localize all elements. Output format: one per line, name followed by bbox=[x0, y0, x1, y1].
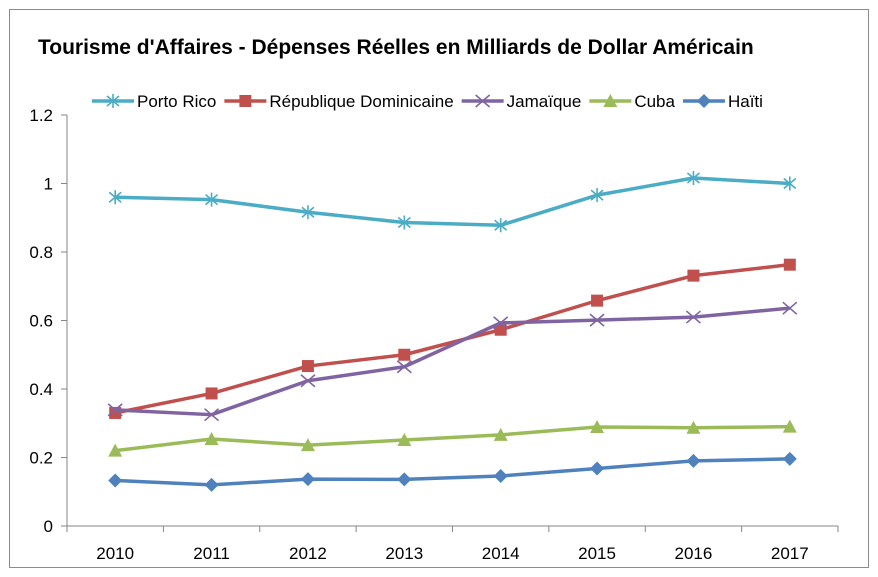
x-tick-label: 2014 bbox=[482, 544, 520, 563]
legend-marker bbox=[603, 94, 618, 107]
data-point bbox=[782, 301, 798, 315]
y-tick-label: 0 bbox=[44, 517, 53, 536]
data-point bbox=[686, 453, 701, 468]
data-point bbox=[589, 313, 605, 327]
data-point bbox=[205, 192, 219, 207]
data-point bbox=[687, 269, 700, 282]
data-point bbox=[397, 433, 412, 447]
x-tick-label: 2012 bbox=[289, 544, 327, 563]
legend-item: République Dominicaine bbox=[224, 92, 454, 111]
series-line bbox=[115, 306, 790, 417]
data-point bbox=[591, 294, 604, 307]
data-point bbox=[397, 472, 412, 487]
data-point bbox=[107, 403, 123, 417]
y-tick-label: 0.6 bbox=[29, 312, 53, 331]
legend-label: Haïti bbox=[728, 92, 763, 111]
series-1 bbox=[109, 258, 796, 419]
data-point bbox=[590, 461, 605, 476]
data-point bbox=[398, 348, 411, 361]
data-point bbox=[686, 420, 701, 434]
data-point bbox=[300, 472, 315, 487]
y-tick-label: 0.8 bbox=[29, 243, 53, 262]
legend-item: Jamaïque bbox=[461, 92, 582, 111]
data-point bbox=[493, 468, 508, 483]
series-line bbox=[114, 424, 790, 453]
data-point bbox=[685, 310, 701, 324]
x-tick-label: 2017 bbox=[771, 544, 809, 563]
data-point bbox=[396, 360, 412, 374]
data-point bbox=[301, 360, 314, 373]
data-point bbox=[205, 387, 218, 400]
data-point bbox=[301, 205, 315, 220]
legend: Porto Rico République Dominicaine Jamaïque… bbox=[92, 92, 763, 111]
legend-item: Haïti bbox=[682, 92, 763, 111]
legend-item: Cuba bbox=[589, 92, 676, 111]
data-point bbox=[493, 427, 508, 441]
legend-label: Jamaïque bbox=[507, 92, 582, 111]
data-point bbox=[686, 171, 700, 186]
x-tick-label: 2010 bbox=[96, 544, 134, 563]
y-tick-label: 1 bbox=[44, 175, 53, 194]
data-point bbox=[590, 420, 605, 434]
chart-title: Tourisme d'Affaires - Dépenses Réelles e… bbox=[38, 36, 754, 59]
series-line bbox=[114, 262, 791, 415]
y-tick-label: 1.2 bbox=[29, 106, 53, 125]
legend-marker bbox=[106, 94, 120, 108]
data-point bbox=[782, 451, 797, 466]
data-point bbox=[204, 408, 220, 422]
data-point bbox=[590, 188, 604, 203]
data-point bbox=[108, 190, 122, 205]
y-tick-label: 0.2 bbox=[29, 449, 53, 468]
x-tick-label: 2011 bbox=[193, 544, 230, 563]
x-tick-label: 2013 bbox=[385, 544, 423, 563]
legend-label: Porto Rico bbox=[137, 92, 216, 111]
data-point bbox=[493, 316, 509, 330]
data-point bbox=[782, 419, 797, 433]
chart-frame bbox=[9, 9, 869, 568]
series-line bbox=[115, 176, 790, 228]
data-point bbox=[108, 473, 123, 488]
legend-marker bbox=[239, 95, 252, 107]
series-4 bbox=[108, 451, 797, 492]
data-point bbox=[783, 176, 797, 191]
series-line bbox=[115, 457, 790, 487]
series-2 bbox=[107, 301, 798, 422]
data-point bbox=[494, 323, 507, 336]
data-point bbox=[494, 218, 508, 233]
x-tick-label: 2016 bbox=[675, 544, 713, 563]
data-point bbox=[300, 374, 316, 388]
data-point bbox=[397, 215, 411, 230]
data-point bbox=[108, 443, 123, 457]
data-point bbox=[204, 432, 219, 446]
data-point bbox=[783, 258, 796, 271]
legend-marker bbox=[696, 94, 711, 108]
y-tick-label: 0.4 bbox=[29, 380, 53, 399]
legend-label: République Dominicaine bbox=[269, 92, 453, 111]
legend-item: Porto Rico bbox=[92, 92, 216, 111]
series-3 bbox=[108, 419, 797, 457]
data-point bbox=[204, 477, 219, 492]
x-tick-label: 2015 bbox=[578, 544, 616, 563]
legend-label: Cuba bbox=[634, 92, 675, 111]
data-point bbox=[300, 438, 315, 452]
legend-marker bbox=[475, 94, 491, 108]
series-0 bbox=[108, 171, 797, 233]
